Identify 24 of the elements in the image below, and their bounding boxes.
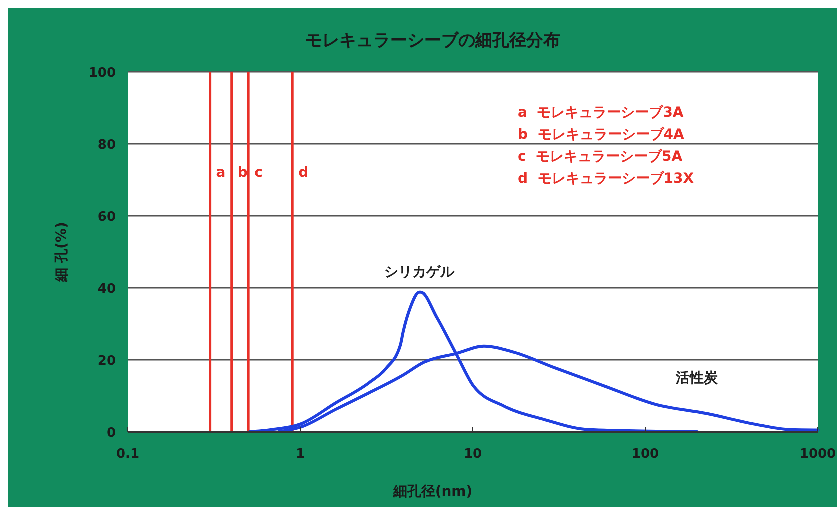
series-label: 活性炭: [674, 370, 719, 387]
y-tick-label: 80: [98, 138, 116, 153]
annotation: c モレキュラーシーブ5A: [518, 148, 683, 165]
x-tick-label: 1: [296, 447, 306, 462]
y-tick-label: 0: [106, 426, 116, 441]
y-tick-label: 20: [98, 354, 116, 369]
x-axis-title: 細孔径(nm): [392, 484, 473, 500]
x-tick-label: 1000: [800, 447, 836, 462]
ref-line-label: d: [298, 165, 309, 181]
chart-title: モレキュラーシーブの細孔径分布: [306, 31, 560, 51]
y-tick-label: 40: [98, 282, 116, 297]
annotation: a モレキュラーシーブ3A: [518, 104, 684, 121]
series-label: シリカゲル: [384, 264, 456, 280]
y-tick-label: 60: [98, 210, 116, 225]
x-tick-label: 0.1: [116, 447, 140, 462]
y-axis-title: 細 孔(%): [54, 222, 70, 283]
y-tick-label: 100: [88, 66, 116, 81]
ref-line-label: a: [216, 165, 226, 181]
x-tick-label: 10: [464, 447, 482, 462]
ref-line-label: b: [238, 165, 248, 181]
annotation: d モレキュラーシーブ13X: [518, 170, 694, 187]
ref-line-label: c: [254, 165, 263, 181]
annotation: b モレキュラーシーブ4A: [518, 126, 685, 143]
x-tick-label: 100: [632, 447, 660, 462]
